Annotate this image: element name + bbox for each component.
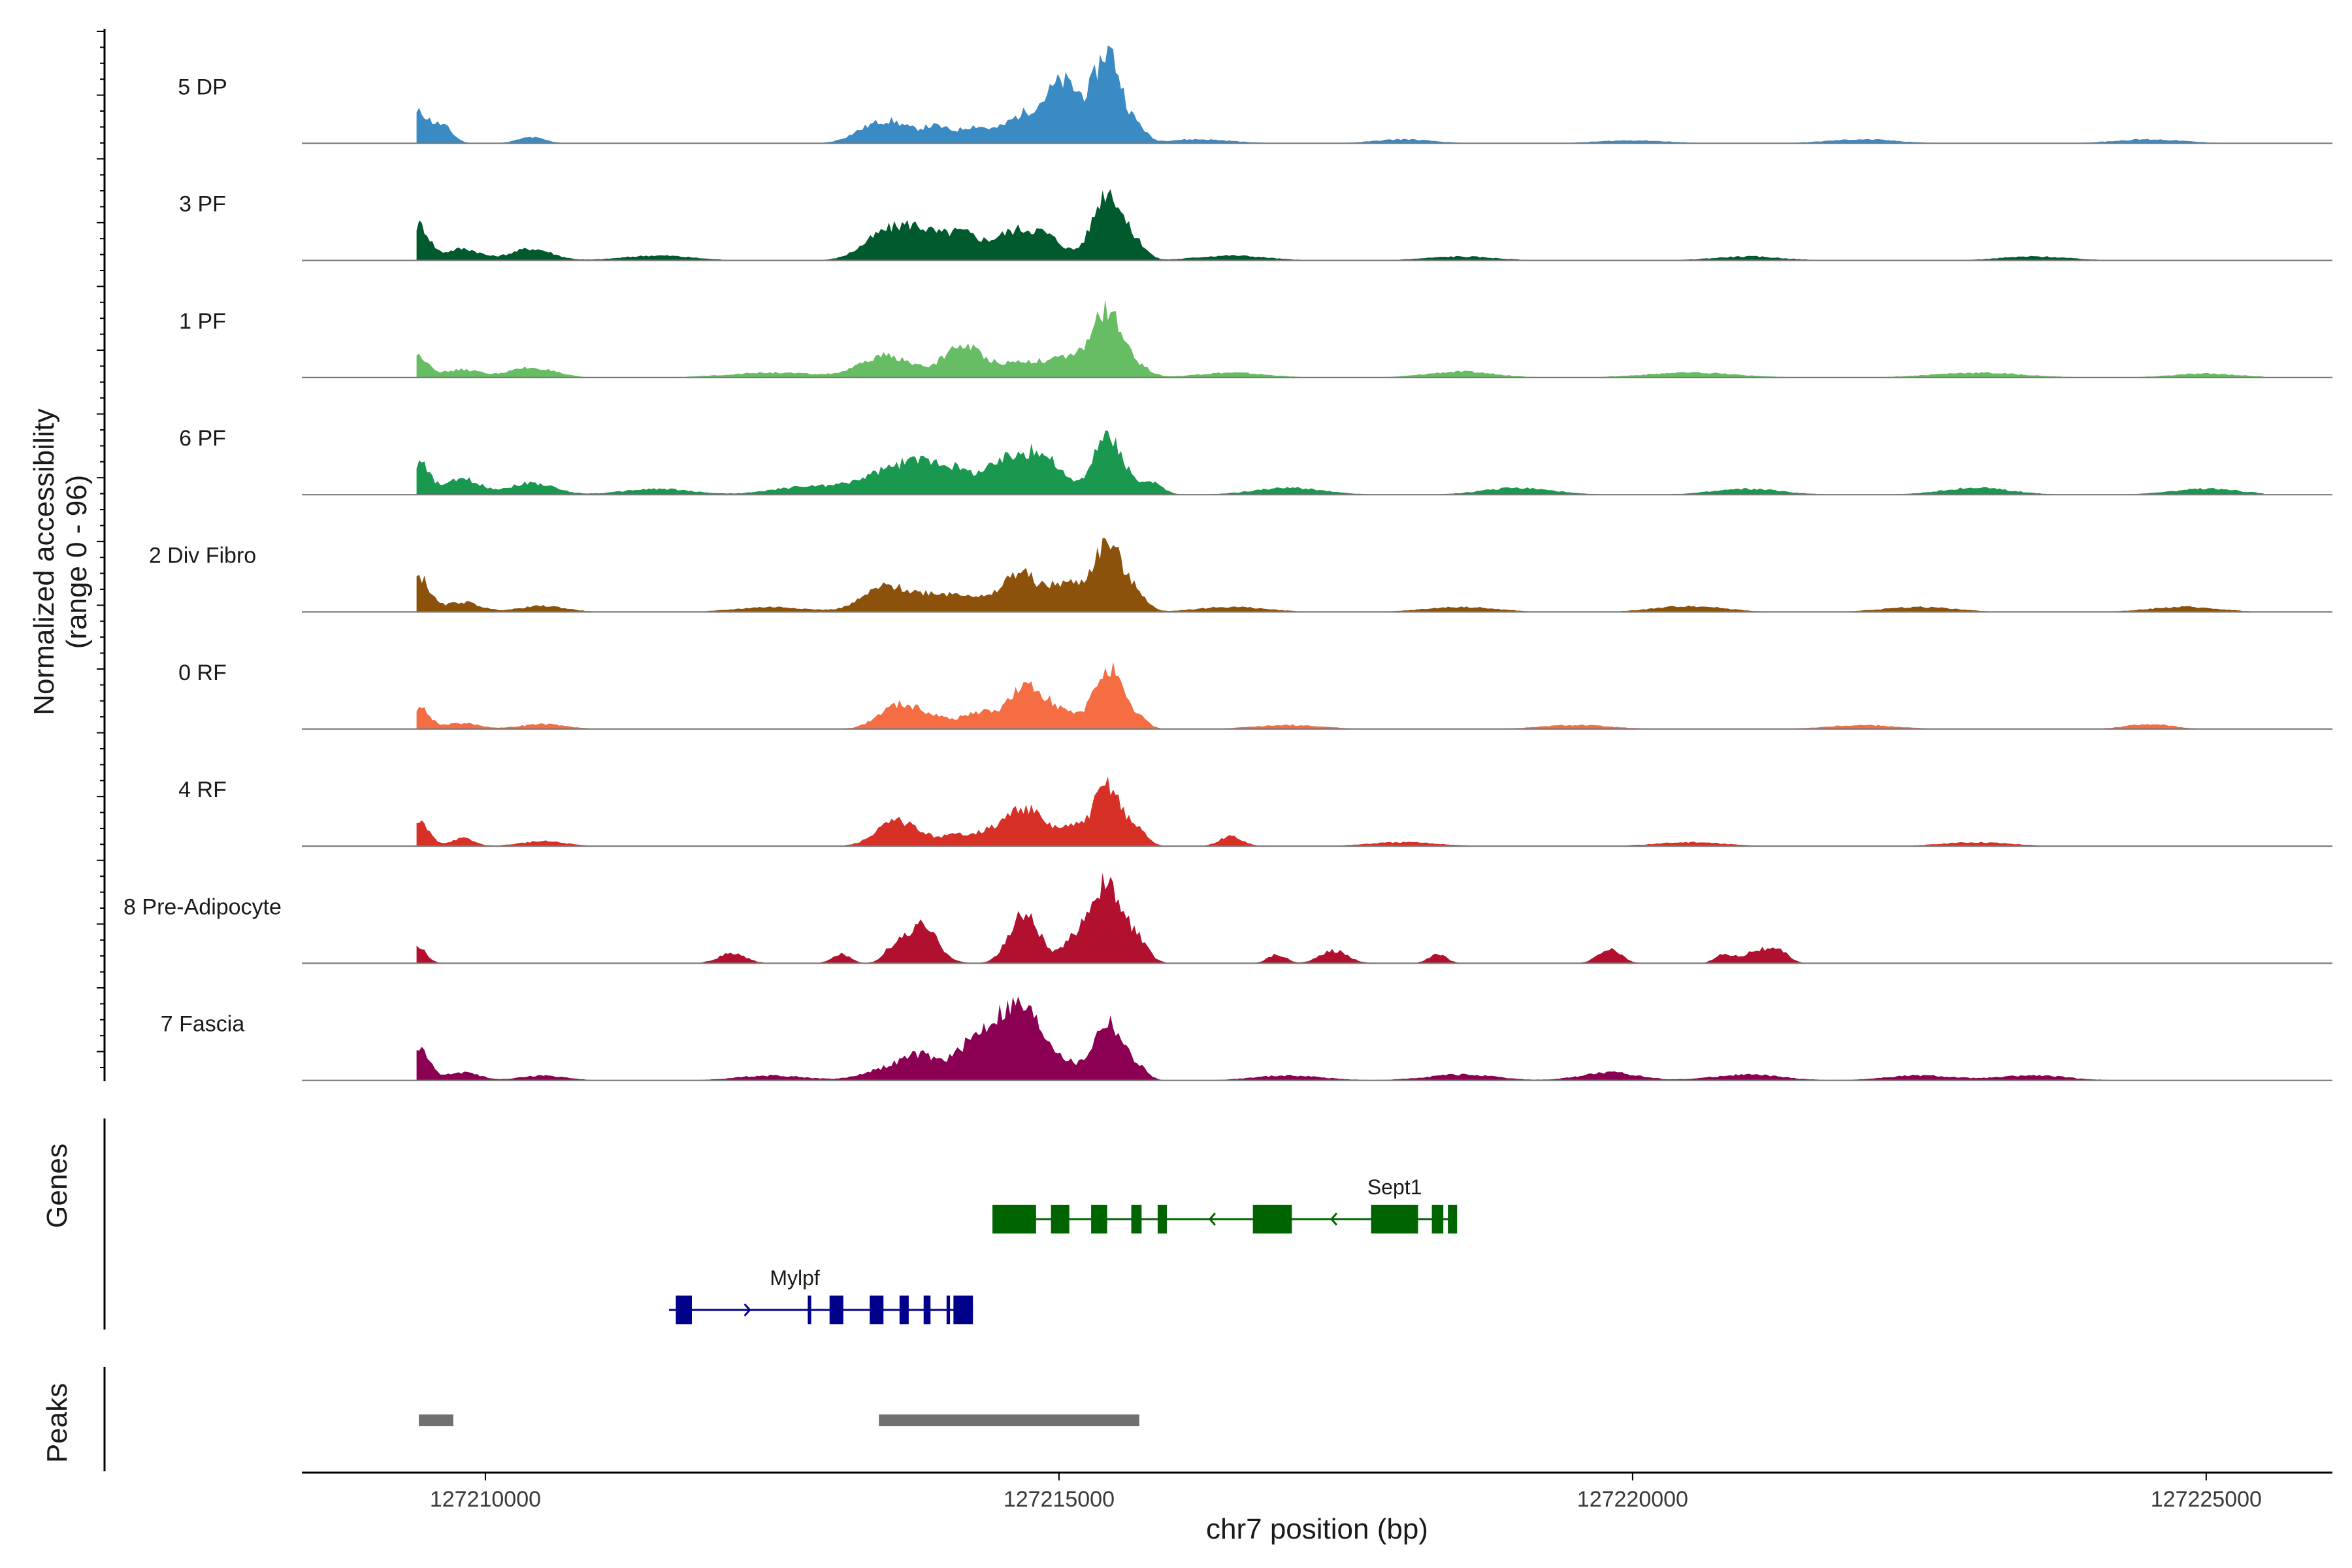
track-label: 2 Div Fibro [149, 544, 256, 568]
track-label: 3 PF [179, 192, 226, 217]
exon [829, 1296, 843, 1324]
x-axis-ticks: 127210000 127215000 127220000 127225000 [430, 1473, 2262, 1512]
peak-region [879, 1414, 1139, 1426]
exon [1131, 1205, 1142, 1233]
gene-label: Sept1 [1367, 1175, 1422, 1199]
coverage-area [416, 431, 2264, 495]
strand-arrow [1208, 1213, 1216, 1226]
coverage-area [416, 299, 2264, 378]
peak-region [419, 1414, 453, 1426]
gene-label: Mylpf [770, 1266, 820, 1290]
genes-track-title: Genes [41, 1143, 73, 1228]
y-axis-title-line1: Normalized accessibility [28, 408, 60, 715]
track-label: 4 RF [178, 777, 227, 802]
coverage-area [416, 538, 2264, 612]
exon [1448, 1205, 1458, 1233]
coverage-area [416, 776, 2264, 847]
peaks-track [419, 1414, 1139, 1426]
y-axis-title: Normalized accessibility (range 0 - 96) [28, 408, 93, 715]
coverage-y-axis-ticks [97, 31, 105, 1068]
exon [1091, 1205, 1107, 1233]
x-axis-title: chr7 position (bp) [1206, 1513, 1428, 1545]
track-label: 6 PF [179, 426, 226, 451]
gene-sept1: Sept1 [992, 1175, 1458, 1233]
exon [899, 1296, 909, 1324]
coverage-area [416, 996, 2264, 1081]
track-label: 7 Fascia [161, 1012, 245, 1037]
track-label: 1 PF [179, 309, 226, 334]
exon [1157, 1205, 1167, 1233]
x-tick-label: 127220000 [1577, 1487, 1688, 1512]
genes-track: Sept1 Mylpf [668, 1175, 1458, 1324]
coverage-area [416, 872, 2264, 964]
coverage-tracks: 5 DP 3 PF 1 PF 6 PF 2 Div Fibro 0 RF 4 RF 8 Pre… [123, 45, 2332, 1081]
x-tick-label: 127225000 [2151, 1487, 2262, 1512]
gene-mylpf: Mylpf [668, 1266, 973, 1324]
exon [808, 1296, 811, 1324]
x-tick-label: 127210000 [430, 1487, 541, 1512]
exon [946, 1296, 951, 1324]
track-8-pre-adipocyte: 8 Pre-Adipocyte [123, 872, 2332, 964]
exon [992, 1205, 1036, 1233]
track-1-pf: 1 PF [179, 299, 2332, 379]
track-2-div-fibro: 2 Div Fibro [149, 538, 2332, 613]
exon [953, 1296, 973, 1324]
track-label: 0 RF [178, 661, 227, 685]
coverage-area [416, 189, 2264, 261]
track-5-dp: 5 DP [178, 45, 2332, 144]
exon [1051, 1205, 1070, 1233]
track-4-rf: 4 RF [178, 776, 2332, 847]
exon [1431, 1205, 1444, 1233]
exon [1371, 1205, 1418, 1233]
track-3-pf: 3 PF [179, 189, 2332, 261]
strand-arrow [743, 1303, 751, 1316]
coverage-area [416, 45, 2264, 144]
x-tick-label: 127215000 [1004, 1487, 1115, 1512]
track-label: 5 DP [178, 74, 227, 99]
track-0-rf: 0 RF [178, 661, 2332, 730]
peaks-track-title: Peaks [41, 1383, 73, 1463]
track-6-pf: 6 PF [179, 426, 2332, 496]
exon [923, 1296, 931, 1324]
y-axis-title-line2: (range 0 - 96) [61, 475, 93, 649]
exon [1252, 1205, 1292, 1233]
track-label: 8 Pre-Adipocyte [123, 894, 282, 919]
strand-arrow [1330, 1213, 1338, 1226]
exon [676, 1296, 693, 1324]
exon [870, 1296, 884, 1324]
coverage-area [416, 661, 2264, 729]
track-7-fascia: 7 Fascia [161, 996, 2332, 1081]
